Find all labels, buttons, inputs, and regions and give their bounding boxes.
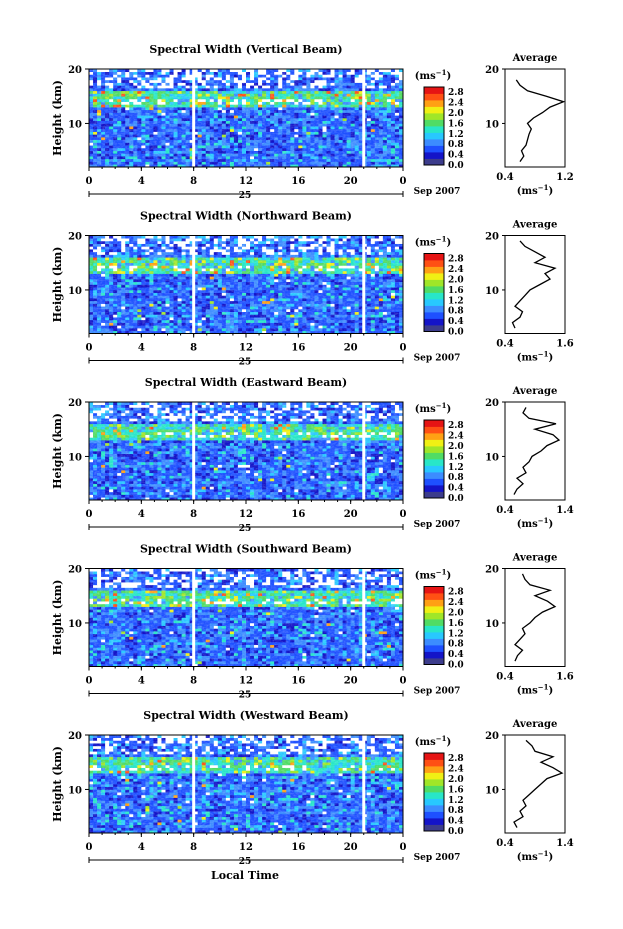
colorbar-segment	[424, 100, 444, 107]
y-tick-label: 10	[68, 119, 82, 130]
average-x-axis-label: (ms−1)	[517, 183, 553, 197]
colorbar-segment	[424, 126, 444, 133]
colorbar-tick-label: 1.2	[448, 130, 464, 140]
heatmap-noise	[89, 69, 403, 167]
data-gap	[362, 69, 366, 167]
x-tick-label: 0	[86, 176, 93, 187]
x-tick-label: 20	[344, 176, 358, 187]
colorbar-tick-label: 2.8	[448, 88, 464, 98]
colorbar-tick-label: 2.0	[448, 109, 464, 119]
x-tick-label: 8	[190, 176, 197, 187]
x-tick-label: 0	[400, 176, 407, 187]
colorbar-tick-label: 0.4	[448, 151, 464, 161]
colorbar-segment	[424, 145, 444, 153]
colorbar-tick-label: 0.8	[448, 140, 464, 150]
colorbar-segment	[424, 113, 444, 120]
colorbar-tick-label: 0.0	[448, 161, 464, 171]
x-tick-label: 16	[291, 176, 305, 187]
colorbar-tick-label: 2.4	[448, 99, 464, 109]
colorbar-segment	[424, 139, 444, 146]
colorbar-segment	[424, 106, 444, 114]
panel-title: Spectral Width (Northward Beam)	[140, 210, 352, 223]
colorbar-segment	[424, 93, 444, 101]
x-tick-label: 12	[239, 176, 253, 187]
panels-group: Spectral Width (Vertical Beam) 20 10 Height…	[51, 43, 574, 867]
colorbar-segment	[424, 152, 444, 159]
colorbar-segment	[424, 119, 444, 127]
date-label: Sep 2007	[414, 187, 461, 197]
average-x-tick-label: 0.4	[496, 172, 513, 183]
x-tick-label: 4	[138, 176, 145, 187]
data-gap	[192, 69, 196, 167]
average-frame	[504, 68, 566, 168]
panel-title: Spectral Width (Vertical Beam)	[149, 43, 342, 56]
colorbar-tick-label: 1.6	[448, 119, 464, 129]
colorbar-unit: (ms−1)	[415, 68, 451, 82]
colorbar-segment	[424, 132, 444, 140]
day-label: 25	[239, 191, 252, 201]
panel-1: Spectral Width (Vertical Beam) 20 10 Height…	[51, 43, 574, 201]
colorbar-segment	[424, 87, 444, 94]
average-y-tick-label: 10	[485, 119, 499, 130]
colorbar-segment	[424, 158, 444, 166]
y-tick-label: 20	[68, 65, 82, 76]
y-axis-label: Height (km)	[51, 80, 64, 156]
average-y-tick-label: 20	[485, 65, 499, 76]
average-title: Average	[512, 53, 558, 64]
average-x-tick-label: 1.2	[556, 172, 573, 183]
panel-2: Spectral Width (Northward Beam)2010Heigh…	[51, 210, 574, 368]
